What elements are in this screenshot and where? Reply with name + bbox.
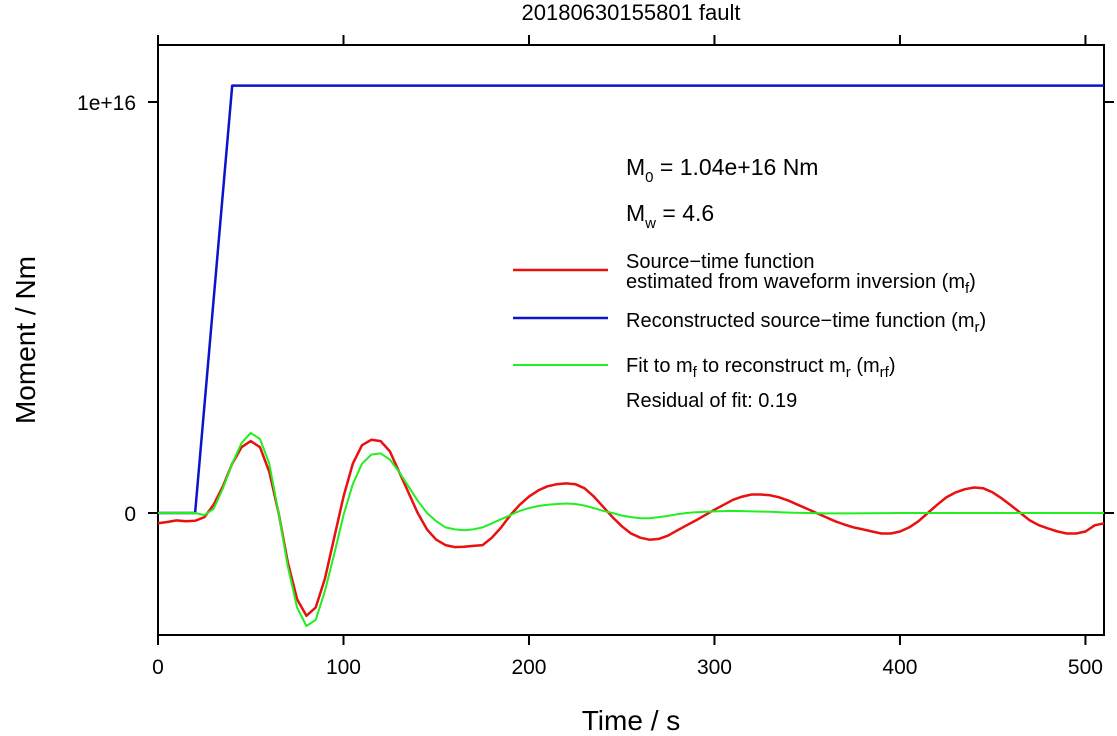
series-group xyxy=(157,84,1105,627)
legend-label-reconstructed: Reconstructed source−time function (mr) xyxy=(626,310,986,336)
plot-frame xyxy=(157,44,1105,636)
x-tick-label: 400 xyxy=(882,656,917,679)
y-tick-label: 1e+16 xyxy=(77,92,136,115)
mw-annotation: Mw = 4.6 xyxy=(626,200,714,232)
series-line-reconstructed xyxy=(158,84,1104,515)
y-axis-label: Moment / Nm xyxy=(10,256,41,424)
legend-label-fit: Fit to mf to reconstruct mr (mrf) xyxy=(626,355,896,381)
y-axis-ticks: 0 1e+16 xyxy=(77,92,1114,526)
residual-annotation: Residual of fit: 0.19 xyxy=(626,390,797,412)
y-tick-label: 0 xyxy=(124,503,136,526)
legend: Source−time function estimated from wave… xyxy=(513,251,986,381)
x-tick-label: 200 xyxy=(511,656,546,679)
annotations: M0 = 1.04e+16 Nm Mw = 4.6 Residual of fi… xyxy=(626,154,818,412)
x-tick-label: 0 xyxy=(152,656,164,679)
legend-label-inversion-line1: Source−time function xyxy=(626,251,814,273)
x-axis-label: Time / s xyxy=(582,705,681,736)
series-line-fit xyxy=(158,431,1104,627)
m0-annotation: M0 = 1.04e+16 Nm xyxy=(626,154,818,186)
chart-title: 20180630155801 fault xyxy=(522,0,741,25)
x-tick-label: 300 xyxy=(697,656,732,679)
legend-label-inversion-line2: estimated from waveform inversion (mf) xyxy=(626,271,976,297)
x-axis-ticks: 0 100 200 300 400 500 xyxy=(152,35,1103,679)
series-line-inversion xyxy=(157,438,1105,618)
x-tick-label: 500 xyxy=(1068,656,1103,679)
x-tick-label: 100 xyxy=(326,656,361,679)
